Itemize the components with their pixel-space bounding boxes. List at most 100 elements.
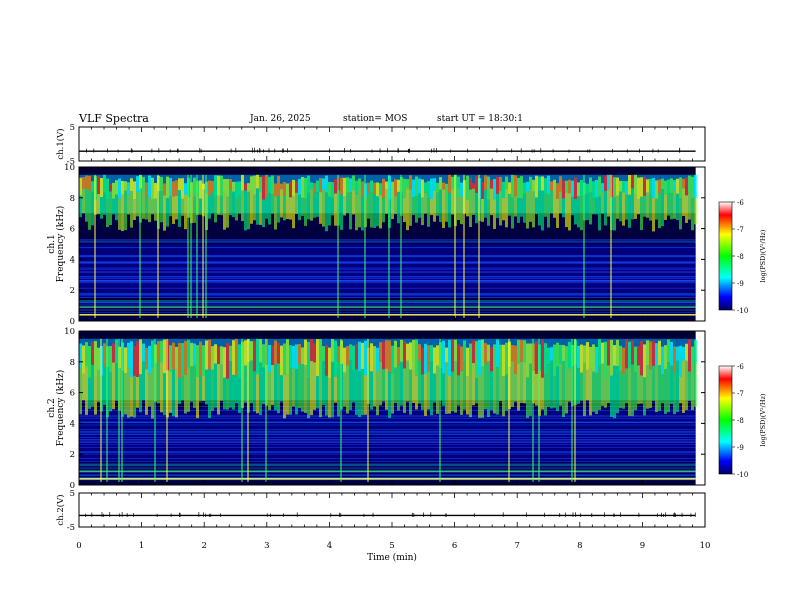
spectrum-column bbox=[499, 377, 502, 402]
spectrum-column bbox=[394, 340, 397, 368]
colorbar-tick-label: -10 bbox=[737, 471, 748, 479]
spectrum-column bbox=[331, 198, 334, 216]
spectrum-column bbox=[442, 189, 445, 229]
spectrum-column bbox=[625, 339, 628, 369]
spectrum-column bbox=[160, 176, 163, 192]
spectrum-column bbox=[502, 181, 505, 199]
spectrum-column bbox=[586, 193, 589, 220]
spectrum-column bbox=[484, 363, 487, 410]
spectrum-column bbox=[514, 196, 517, 217]
spectrum-column bbox=[445, 347, 448, 363]
spectrum-column bbox=[694, 174, 697, 198]
spectrum-column bbox=[154, 198, 157, 221]
spectrum-column bbox=[379, 342, 382, 362]
spectrum-column bbox=[391, 345, 394, 375]
spectrum-column bbox=[184, 340, 187, 375]
spectrum-column bbox=[343, 177, 346, 197]
spectrum-column bbox=[487, 199, 490, 226]
spectrum-column bbox=[160, 340, 163, 363]
spectrum-column bbox=[133, 181, 136, 200]
spectrum-column bbox=[196, 345, 199, 377]
spectrum-column bbox=[205, 369, 208, 405]
spectrum-column bbox=[214, 363, 217, 408]
spectrum-column bbox=[562, 180, 565, 199]
spectrum-column bbox=[307, 192, 310, 220]
spectrum-column bbox=[439, 177, 442, 190]
spectrum-column bbox=[685, 360, 688, 411]
spectrum-column bbox=[670, 341, 673, 366]
spectrum-column bbox=[481, 366, 484, 418]
spectrum-column bbox=[616, 339, 619, 367]
spectrum-column bbox=[100, 177, 103, 198]
spectrum-column bbox=[199, 198, 202, 215]
spectrum-column bbox=[517, 198, 520, 223]
spectrum-column bbox=[325, 175, 328, 193]
spectrum-column bbox=[520, 176, 523, 199]
spectrum-column bbox=[526, 181, 529, 192]
spectrum-column bbox=[412, 339, 415, 371]
spectrum-column bbox=[655, 343, 658, 367]
spectrum-column bbox=[343, 347, 346, 373]
spectrum-column bbox=[652, 365, 655, 401]
spectrum-column bbox=[499, 344, 502, 378]
spectrum-column bbox=[289, 368, 292, 415]
spectrum-column bbox=[451, 371, 454, 412]
spectrum-column bbox=[211, 346, 214, 370]
spectrum-column bbox=[181, 198, 184, 216]
spectrum-column bbox=[88, 345, 91, 378]
spectrum-column bbox=[661, 189, 664, 227]
spectrum-column bbox=[226, 342, 229, 379]
spectrum-column bbox=[163, 339, 166, 374]
spectrum-column bbox=[226, 378, 229, 410]
spectrum-column bbox=[310, 188, 313, 221]
spectrum-column bbox=[409, 342, 412, 370]
spectrum-column bbox=[91, 364, 94, 407]
spectrum-column bbox=[214, 175, 217, 197]
spectrum-column bbox=[625, 181, 628, 195]
spectrum-column bbox=[292, 196, 295, 229]
header-start: start UT = 18:30:1 bbox=[437, 114, 523, 124]
spectrum-column bbox=[232, 340, 235, 375]
spectrum-column bbox=[676, 360, 679, 412]
spectrum-column bbox=[556, 366, 559, 411]
spectrum-column bbox=[274, 183, 277, 197]
spectrum-column bbox=[376, 347, 379, 372]
spectrum-column bbox=[292, 345, 295, 369]
y-tick-label: 4 bbox=[70, 255, 75, 265]
spectrum-column bbox=[568, 193, 571, 231]
spectrum-column bbox=[193, 177, 196, 197]
spectrum-column bbox=[307, 378, 310, 419]
spectrum-column bbox=[400, 339, 403, 362]
spectrum-column bbox=[172, 181, 175, 197]
spectrum-column bbox=[436, 182, 439, 193]
spectrum-column bbox=[451, 339, 454, 372]
spectrum-column bbox=[538, 176, 541, 191]
spectrum-column bbox=[277, 342, 280, 364]
x-tick-label: 10 bbox=[700, 541, 711, 551]
spectrum-column bbox=[352, 369, 355, 403]
x-tick-label: 1 bbox=[139, 541, 144, 551]
spectrum-column bbox=[589, 346, 592, 369]
spectrum-column bbox=[346, 177, 349, 193]
spectrum-column bbox=[646, 179, 649, 193]
spectrum-column bbox=[580, 196, 583, 231]
spectrum-column bbox=[472, 183, 475, 189]
spectrum-column bbox=[184, 374, 187, 414]
spectrum-column bbox=[457, 375, 460, 406]
spectrum-column bbox=[280, 375, 283, 402]
spectrum-column bbox=[547, 175, 550, 195]
spectrum-column bbox=[322, 178, 325, 190]
spectrum-column bbox=[694, 197, 697, 225]
spectrum-column bbox=[565, 370, 568, 414]
spectrum-column bbox=[115, 339, 118, 364]
spectrum-column bbox=[121, 194, 124, 232]
spectrum-column bbox=[352, 175, 355, 191]
spectrum-column bbox=[460, 182, 463, 197]
spectrum-column bbox=[124, 373, 127, 415]
spectrum-column bbox=[358, 341, 361, 372]
spectrum-column bbox=[433, 373, 436, 403]
spectrum-column bbox=[124, 190, 127, 231]
spectrum-column bbox=[187, 367, 190, 412]
colorbar bbox=[718, 365, 733, 475]
spectrum-column bbox=[223, 377, 226, 410]
